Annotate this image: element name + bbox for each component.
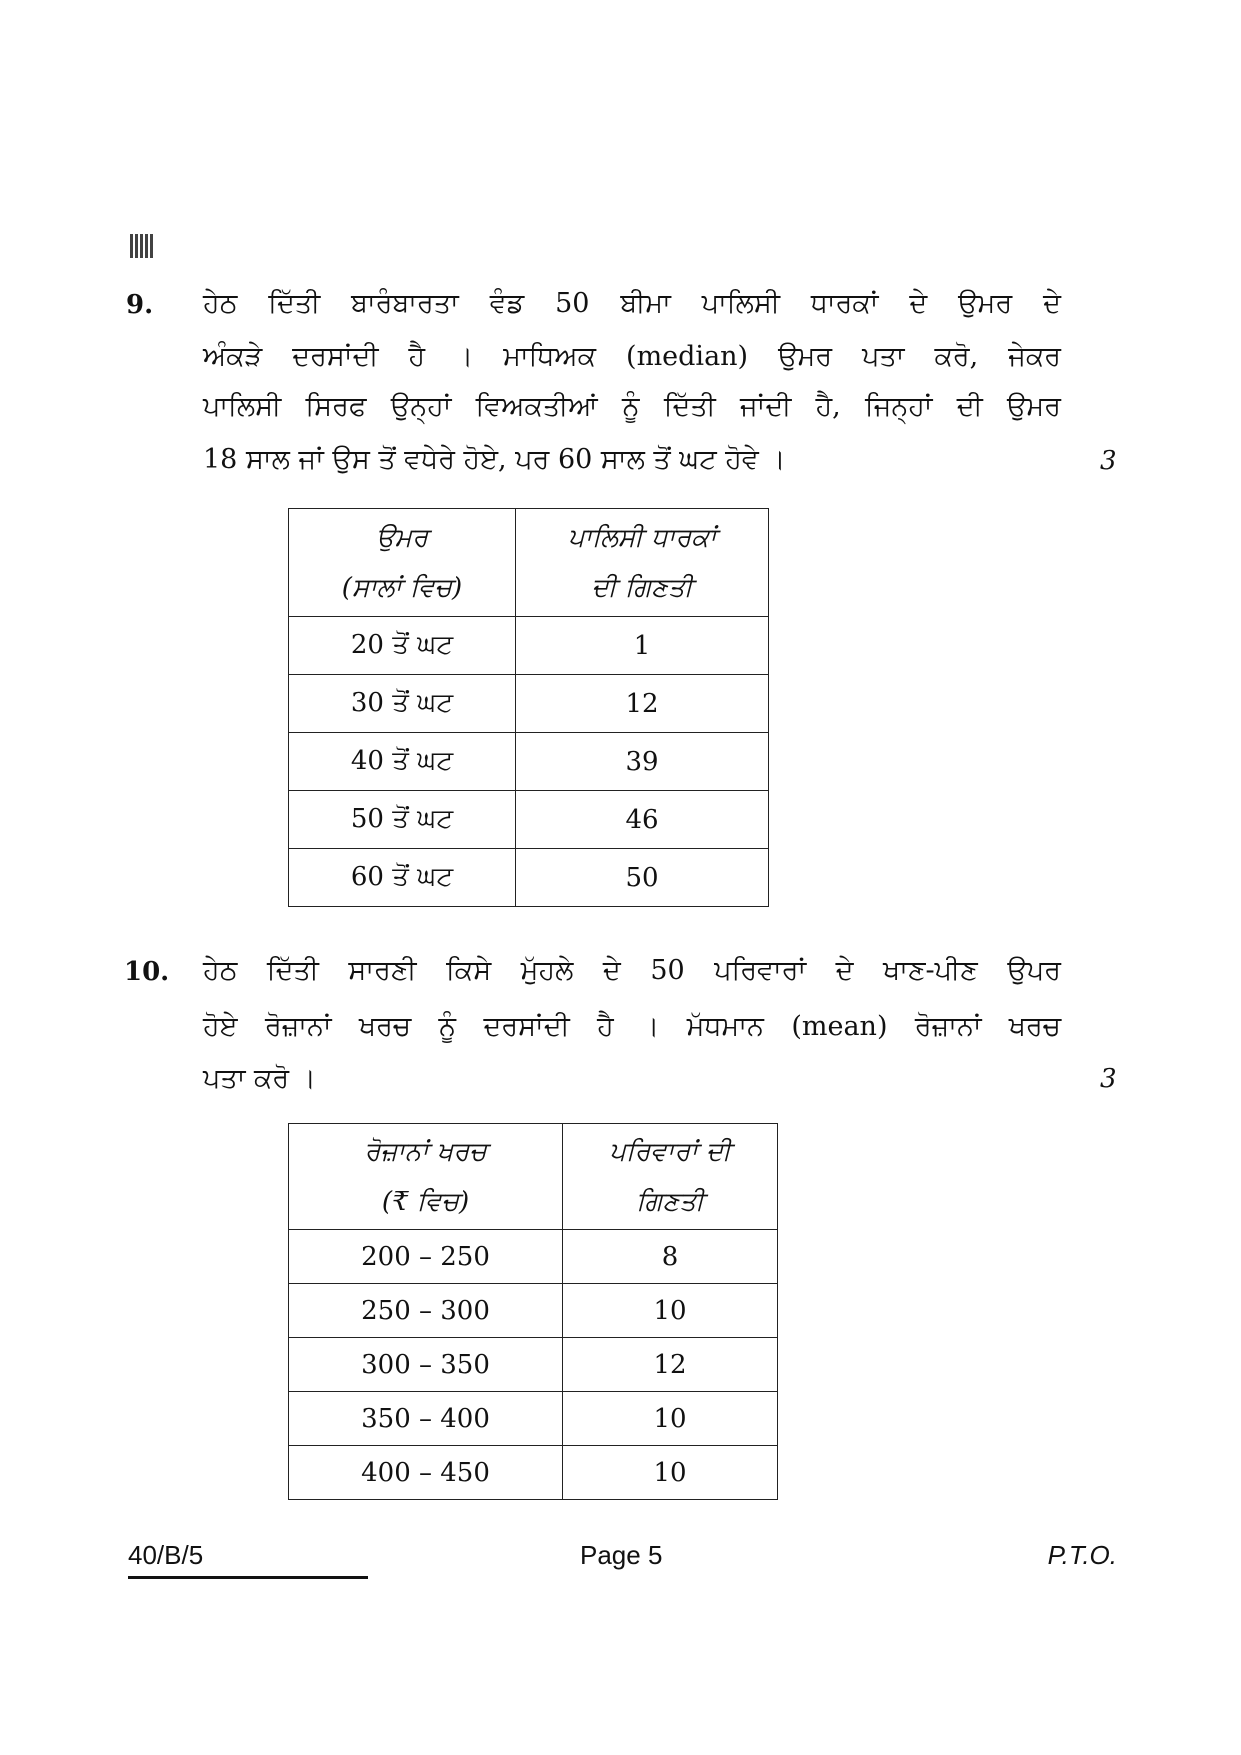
marks: 3 xyxy=(1100,1064,1117,1094)
question-text-line: ਹੇਠ ਦਿੱਤੀ ਸਾਰਣੀ ਕਿਸੇ ਮੁੱਹਲੇ ਦੇ 50 ਪਰਿਵਾਰ… xyxy=(203,955,1061,986)
table-row: 50 ਤੋਂ ਘਟ 46 xyxy=(288,790,769,849)
expense-table: ਰੋਜ਼ਾਨਾਂ ਖਰਚ (₹ ਵਿਚ) ਪਰਿਵਾਰਾਂ ਦੀ ਗਿਣਤੀ 200… xyxy=(288,1123,778,1500)
question-text-line: ਪਾਲਿਸੀ ਸਿਰਫ ਉਨ੍ਹਾਂ ਵਿਅਕਤੀਆਂ ਨੂੰ ਦਿੱਤੀ ਜਾ… xyxy=(203,391,1061,422)
pto-label: P.T.O. xyxy=(1047,1540,1117,1570)
question-text-line: ਅੰਕੜੇ ਦਰਸਾਂਦੀ ਹੈ । ਮਾਧਿਅਕ (median) ਉਮਰ ਪ… xyxy=(203,341,1061,372)
divider xyxy=(128,1576,368,1579)
question-text-line: 18 ਸਾਲ ਜਾਂ ਉਸ ਤੋਂ ਵਧੇਰੇ ਹੋਏ, ਪਰ 60 ਸਾਲ ਤ… xyxy=(203,444,786,475)
page-number: Page 5 xyxy=(580,1540,663,1570)
question-text-line: ਹੇਠ ਦਿੱਤੀ ਬਾਰੰਬਾਰਤਾ ਵੰਡ 50 ਬੀਮਾ ਪਾਲਿਸੀ ਧ… xyxy=(203,288,1061,319)
qr-code-icon xyxy=(130,234,154,258)
table-row: 350 – 400 10 xyxy=(288,1391,778,1446)
table-row: 30 ਤੋਂ ਘਟ 12 xyxy=(288,674,769,733)
question-text-line: ਪਤਾ ਕਰੋ । xyxy=(203,1063,316,1094)
table-row: 200 – 250 8 xyxy=(288,1229,778,1284)
table-row: 20 ਤੋਂ ਘਟ 1 xyxy=(288,616,769,675)
question-number: 9. xyxy=(126,290,154,320)
question-number: 10. xyxy=(124,957,170,987)
paper-code: 40/B/5 xyxy=(128,1540,204,1570)
table-row: 300 – 350 12 xyxy=(288,1337,778,1392)
table-row: 40 ਤੋਂ ਘਟ 39 xyxy=(288,732,769,791)
table-row: 250 – 300 10 xyxy=(288,1283,778,1338)
header-cell: ਪਾਲਿਸੀ ਧਾਰਕਾਂ ਦੀ ਗਿਣਤੀ xyxy=(515,508,769,617)
marks: 3 xyxy=(1100,446,1117,476)
header-cell: ਰੋਜ਼ਾਨਾਂ ਖਰਚ (₹ ਵਿਚ) xyxy=(288,1123,563,1230)
header-cell: ਉਮਰ (ਸਾਲਾਂ ਵਿਚ) xyxy=(288,508,516,617)
question-text-line: ਹੋਏ ਰੋਜ਼ਾਨਾਂ ਖਰਚ ਨੂੰ ਦਰਸਾਂਦੀ ਹੈ । ਮੱਧਮਾਨ… xyxy=(203,1011,1061,1042)
table-row: 400 – 450 10 xyxy=(288,1445,778,1500)
table-row: 60 ਤੋਂ ਘਟ 50 xyxy=(288,848,769,907)
header-cell: ਪਰਿਵਾਰਾਂ ਦੀ ਗਿਣਤੀ xyxy=(562,1123,778,1230)
age-table: ਉਮਰ (ਸਾਲਾਂ ਵਿਚ) ਪਾਲਿਸੀ ਧਾਰਕਾਂ ਦੀ ਗਿਣਤੀ 20 … xyxy=(288,508,769,907)
